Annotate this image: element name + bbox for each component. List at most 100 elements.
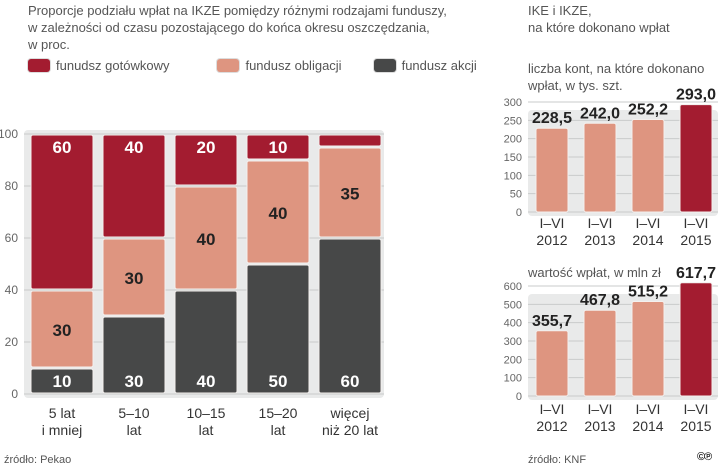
x-tick-label: 2012: [536, 232, 567, 248]
copyright-icon: ©℗: [697, 451, 712, 463]
bar-segment-akcji: [102, 316, 166, 394]
y-tick-label: 300: [504, 97, 522, 109]
bar: [583, 122, 617, 213]
data-label: 40: [197, 230, 216, 249]
bar: [631, 301, 665, 397]
bar-segment-obligacji: [318, 147, 382, 238]
bar-segment-obligacji: [246, 160, 310, 264]
legend-item-gotowkowy: funudsz gotówkowy: [28, 58, 169, 73]
x-tick-label: 2012: [536, 418, 567, 434]
y-tick-label: 0: [11, 387, 18, 401]
bar: [535, 330, 569, 397]
plot-area: [528, 294, 718, 400]
x-tick-label: i mniej: [42, 422, 82, 438]
y-tick-label: 250: [504, 115, 522, 127]
bar: [631, 119, 665, 213]
y-tick-label: 200: [504, 134, 522, 146]
x-tick-label: 2014: [632, 232, 663, 248]
legend-item-akcji: fundusz akcji: [373, 58, 477, 73]
bar: [583, 309, 617, 397]
bar-segment-gotowkowy: [30, 134, 94, 290]
bar: [679, 104, 713, 213]
data-label: 35: [341, 185, 360, 204]
x-tick-label: 2014: [632, 418, 663, 434]
chart-value-subtitle: wartość wpłat, w mln zł: [528, 265, 661, 280]
data-label: 252,2: [628, 102, 668, 119]
y-tick-label: 400: [504, 318, 522, 330]
data-label: 40: [197, 372, 216, 391]
subtitle-line: wpłat, w tys. szt.: [528, 78, 623, 93]
y-tick-label: 60: [5, 231, 19, 245]
right-source: źródło: KNF: [528, 454, 587, 466]
x-tick-label: 5 lat: [49, 405, 76, 421]
bar-segment-gotowkowy: [318, 134, 382, 147]
value-bar-chart: 0100200300400500600355,7I–VI2012467,8I–V…: [504, 265, 718, 434]
legend: funudsz gotówkowy fundusz obligacji fund…: [28, 58, 503, 73]
x-tick-label: 2015: [680, 418, 711, 434]
data-label: 30: [125, 372, 144, 391]
data-label: 355,7: [532, 313, 572, 330]
data-label: 30: [53, 321, 72, 340]
x-tick-label: lat: [271, 422, 286, 438]
bar-segment-gotowkowy: [246, 134, 310, 160]
bar-segment-akcji: [174, 290, 238, 394]
legend-label: funudsz gotówkowy: [56, 58, 170, 73]
bar: [535, 127, 569, 213]
y-tick-label: 150: [504, 152, 522, 164]
bar-segment-obligacji: [174, 186, 238, 290]
data-label: 228,5: [532, 110, 572, 127]
y-tick-label: 100: [504, 170, 522, 182]
right-title-line: IKE i IKZE,: [528, 3, 592, 18]
bar-segment-obligacji: [30, 290, 94, 368]
x-tick-label: 5–10: [118, 405, 149, 421]
legend-label: fundusz obligacji: [245, 58, 342, 73]
data-label: 10: [53, 372, 72, 391]
x-tick-label: 2013: [584, 232, 615, 248]
data-label: 30: [125, 269, 144, 288]
legend-label: fundusz akcji: [401, 58, 477, 73]
x-tick-label: I–VI: [540, 401, 565, 417]
y-tick-label: 20: [5, 335, 19, 349]
legend-swatch-akcji: [373, 59, 396, 72]
left-title-line: Proporcje podziału wpłat na IKZE pomiędz…: [28, 3, 447, 18]
y-tick-label: 0: [516, 391, 522, 403]
data-label: 20: [197, 138, 216, 157]
data-label: 467,8: [580, 292, 620, 309]
data-label: 60: [341, 372, 360, 391]
bar: [679, 282, 713, 397]
x-tick-label: I–VI: [588, 215, 613, 231]
data-label: 40: [125, 138, 144, 157]
data-label: 242,0: [580, 105, 620, 122]
x-tick-label: 15–20: [259, 405, 298, 421]
x-tick-label: I–VI: [684, 215, 709, 231]
bar-segment-akcji: [318, 238, 382, 394]
left-title-line: w zależności od czasu pozostającego do k…: [28, 20, 430, 35]
legend-item-obligacji: fundusz obligacji: [217, 58, 342, 73]
x-tick-label: I–VI: [636, 215, 661, 231]
y-tick-label: 40: [5, 283, 19, 297]
x-tick-label: lat: [127, 422, 142, 438]
y-tick-label: 300: [504, 336, 522, 348]
data-label: 10: [269, 138, 288, 157]
bar-segment-obligacji: [102, 238, 166, 316]
y-tick-label: 50: [510, 189, 522, 201]
y-tick-label: 80: [5, 179, 19, 193]
y-tick-label: 100: [504, 373, 522, 385]
x-tick-label: I–VI: [684, 401, 709, 417]
x-tick-label: niż 20 lat: [322, 422, 378, 438]
x-tick-label: 2015: [680, 232, 711, 248]
x-tick-label: więcej: [330, 405, 370, 421]
bar-segment-gotowkowy: [102, 134, 166, 238]
y-tick-label: 100: [0, 127, 18, 141]
x-tick-label: I–VI: [636, 401, 661, 417]
left-chart-title: Proporcje podziału wpłat na IKZE pomiędz…: [28, 2, 488, 53]
legend-swatch-obligacji: [217, 59, 240, 72]
x-tick-label: lat: [199, 422, 214, 438]
data-label: 40: [269, 204, 288, 223]
legend-swatch-gotowkowy: [28, 59, 50, 72]
data-label: 617,7: [676, 265, 716, 282]
x-tick-label: 10–15: [187, 405, 226, 421]
x-tick-label: 2013: [584, 418, 615, 434]
